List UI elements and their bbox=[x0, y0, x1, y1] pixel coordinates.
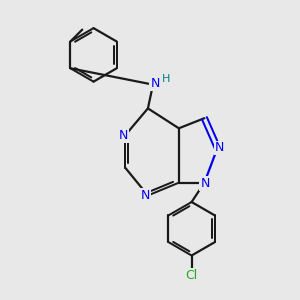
Text: N: N bbox=[215, 141, 224, 154]
Text: Cl: Cl bbox=[185, 269, 198, 282]
Text: N: N bbox=[200, 177, 210, 190]
Text: N: N bbox=[141, 189, 151, 202]
Text: N: N bbox=[118, 129, 128, 142]
Text: H: H bbox=[162, 74, 170, 84]
Text: N: N bbox=[150, 76, 160, 90]
